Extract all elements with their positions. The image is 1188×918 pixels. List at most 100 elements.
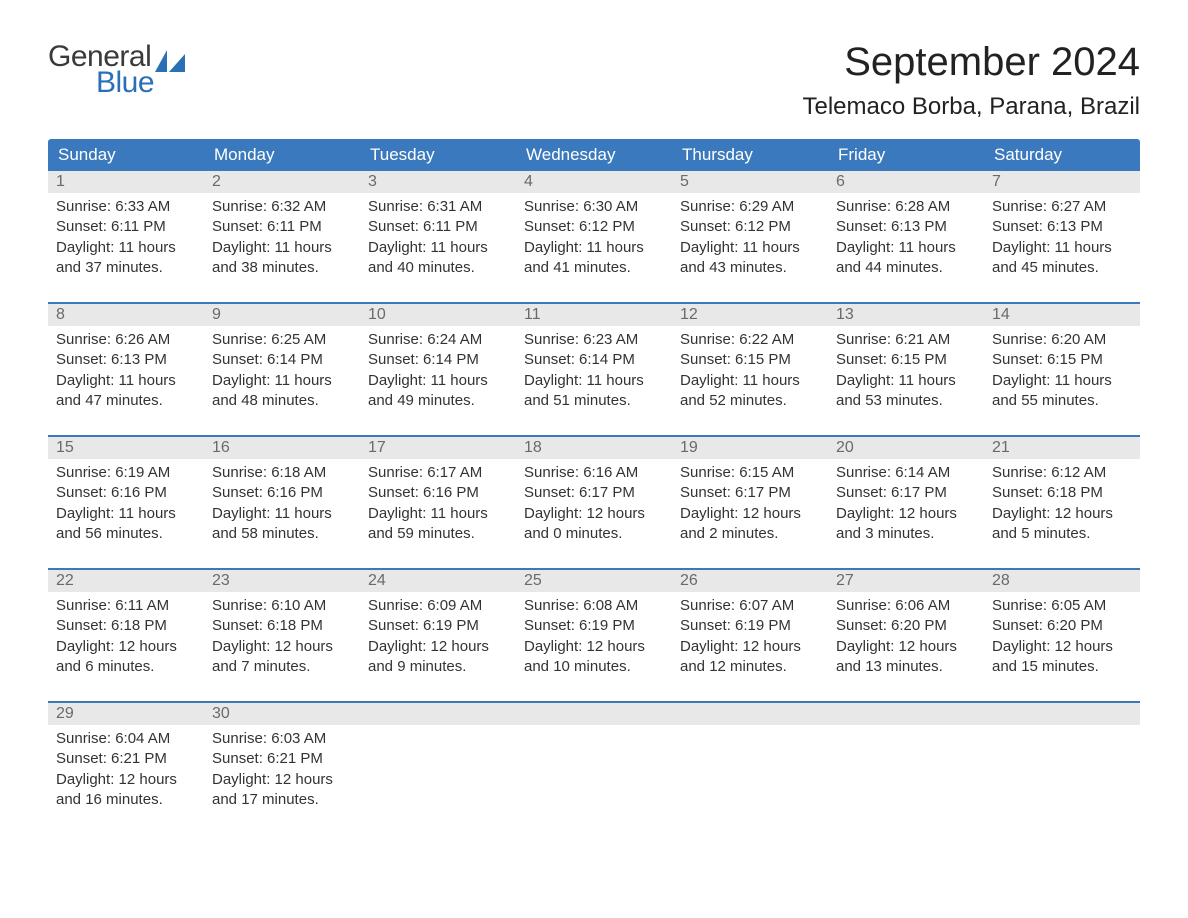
sunset: Sunset: 6:13 PM bbox=[836, 217, 976, 237]
day-cell: Sunrise: 6:14 AMSunset: 6:17 PMDaylight:… bbox=[828, 459, 984, 554]
sunrise-label: Sunrise: bbox=[212, 198, 271, 215]
sunset-label: Sunset: bbox=[212, 351, 267, 368]
sunset: Sunset: 6:16 PM bbox=[368, 483, 508, 503]
day-number: 4 bbox=[516, 171, 672, 193]
sunset: Sunset: 6:13 PM bbox=[992, 217, 1132, 237]
sunrise-label: Sunrise: bbox=[680, 464, 739, 481]
daylight-label: Daylight: bbox=[680, 638, 743, 655]
sunset-value: 6:17 PM bbox=[891, 484, 947, 501]
sunset-value: 6:13 PM bbox=[111, 351, 167, 368]
sunset-label: Sunset: bbox=[992, 484, 1047, 501]
day-cell: Sunrise: 6:26 AMSunset: 6:13 PMDaylight:… bbox=[48, 326, 204, 421]
sunrise-label: Sunrise: bbox=[56, 597, 115, 614]
day-number bbox=[984, 703, 1140, 725]
sunrise-value: 6:21 AM bbox=[895, 331, 950, 348]
sunrise-value: 6:30 AM bbox=[583, 198, 638, 215]
daylight: Daylight: 11 hours and 45 minutes. bbox=[992, 238, 1132, 279]
sunset-value: 6:18 PM bbox=[1047, 484, 1103, 501]
sunset: Sunset: 6:15 PM bbox=[992, 350, 1132, 370]
sunset-value: 6:14 PM bbox=[267, 351, 323, 368]
sunrise-label: Sunrise: bbox=[836, 597, 895, 614]
sunset-label: Sunset: bbox=[368, 484, 423, 501]
daylight-label: Daylight: bbox=[992, 372, 1055, 389]
sunset: Sunset: 6:19 PM bbox=[680, 616, 820, 636]
day-cell: Sunrise: 6:17 AMSunset: 6:16 PMDaylight:… bbox=[360, 459, 516, 554]
day-cell: Sunrise: 6:30 AMSunset: 6:12 PMDaylight:… bbox=[516, 193, 672, 288]
sunrise-label: Sunrise: bbox=[212, 331, 271, 348]
dow-tuesday: Tuesday bbox=[360, 139, 516, 171]
sunrise-label: Sunrise: bbox=[212, 464, 271, 481]
sunset-value: 6:11 PM bbox=[111, 218, 166, 235]
sunrise-value: 6:12 AM bbox=[1051, 464, 1106, 481]
day-number: 7 bbox=[984, 171, 1140, 193]
sunset: Sunset: 6:21 PM bbox=[56, 749, 196, 769]
daylight: Daylight: 12 hours and 16 minutes. bbox=[56, 770, 196, 811]
dow-sunday: Sunday bbox=[48, 139, 204, 171]
sunrise-label: Sunrise: bbox=[680, 331, 739, 348]
sunset-value: 6:13 PM bbox=[1047, 218, 1103, 235]
sunrise: Sunrise: 6:32 AM bbox=[212, 197, 352, 217]
sunrise-label: Sunrise: bbox=[212, 730, 271, 747]
sunset-value: 6:11 PM bbox=[267, 218, 322, 235]
day-number: 9 bbox=[204, 304, 360, 326]
day-number: 6 bbox=[828, 171, 984, 193]
daylight-label: Daylight: bbox=[368, 239, 431, 256]
daylight: Daylight: 12 hours and 3 minutes. bbox=[836, 504, 976, 545]
sunrise-value: 6:14 AM bbox=[895, 464, 950, 481]
daylight-label: Daylight: bbox=[368, 638, 431, 655]
sunset-label: Sunset: bbox=[56, 218, 111, 235]
daylight-label: Daylight: bbox=[368, 505, 431, 522]
sunrise-label: Sunrise: bbox=[56, 198, 115, 215]
sunset-value: 6:17 PM bbox=[735, 484, 791, 501]
day-number: 25 bbox=[516, 570, 672, 592]
sunrise: Sunrise: 6:04 AM bbox=[56, 729, 196, 749]
sunrise-value: 6:15 AM bbox=[739, 464, 794, 481]
daylight-label: Daylight: bbox=[212, 505, 275, 522]
day-number: 24 bbox=[360, 570, 516, 592]
sunset-value: 6:21 PM bbox=[267, 750, 323, 767]
daylight-label: Daylight: bbox=[680, 372, 743, 389]
sunset-label: Sunset: bbox=[680, 484, 735, 501]
logo-flag-icon bbox=[155, 50, 185, 72]
sunset-value: 6:20 PM bbox=[891, 617, 947, 634]
dow-thursday: Thursday bbox=[672, 139, 828, 171]
dow-monday: Monday bbox=[204, 139, 360, 171]
sunset-label: Sunset: bbox=[836, 617, 891, 634]
sunrise-label: Sunrise: bbox=[992, 464, 1051, 481]
sunset-value: 6:21 PM bbox=[111, 750, 167, 767]
daylight: Daylight: 12 hours and 2 minutes. bbox=[680, 504, 820, 545]
daylight: Daylight: 12 hours and 5 minutes. bbox=[992, 504, 1132, 545]
day-number: 10 bbox=[360, 304, 516, 326]
sunset: Sunset: 6:17 PM bbox=[524, 483, 664, 503]
sunrise-label: Sunrise: bbox=[368, 464, 427, 481]
daylight: Daylight: 11 hours and 40 minutes. bbox=[368, 238, 508, 279]
sunset: Sunset: 6:12 PM bbox=[680, 217, 820, 237]
sunrise-value: 6:04 AM bbox=[115, 730, 170, 747]
sunrise-label: Sunrise: bbox=[56, 464, 115, 481]
sunset: Sunset: 6:17 PM bbox=[836, 483, 976, 503]
daylight-label: Daylight: bbox=[680, 505, 743, 522]
sunset: Sunset: 6:17 PM bbox=[680, 483, 820, 503]
sunset: Sunset: 6:12 PM bbox=[524, 217, 664, 237]
sunrise: Sunrise: 6:18 AM bbox=[212, 463, 352, 483]
sunrise-value: 6:31 AM bbox=[427, 198, 482, 215]
sunset-label: Sunset: bbox=[836, 484, 891, 501]
day-cell: Sunrise: 6:09 AMSunset: 6:19 PMDaylight:… bbox=[360, 592, 516, 687]
sunrise-value: 6:17 AM bbox=[427, 464, 482, 481]
sunset-value: 6:18 PM bbox=[267, 617, 323, 634]
sunrise-label: Sunrise: bbox=[992, 331, 1051, 348]
calendar: SundayMondayTuesdayWednesdayThursdayFrid… bbox=[48, 139, 1140, 820]
daylight: Daylight: 11 hours and 37 minutes. bbox=[56, 238, 196, 279]
sunset-value: 6:16 PM bbox=[423, 484, 479, 501]
sunrise: Sunrise: 6:08 AM bbox=[524, 596, 664, 616]
title-block: September 2024 Telemaco Borba, Parana, B… bbox=[803, 40, 1141, 121]
day-number: 12 bbox=[672, 304, 828, 326]
sunset-label: Sunset: bbox=[56, 750, 111, 767]
sunset: Sunset: 6:18 PM bbox=[56, 616, 196, 636]
sunrise: Sunrise: 6:28 AM bbox=[836, 197, 976, 217]
daylight: Daylight: 11 hours and 56 minutes. bbox=[56, 504, 196, 545]
daylight-label: Daylight: bbox=[992, 239, 1055, 256]
sunset-value: 6:14 PM bbox=[423, 351, 479, 368]
sunrise-label: Sunrise: bbox=[524, 331, 583, 348]
daylight-label: Daylight: bbox=[836, 372, 899, 389]
